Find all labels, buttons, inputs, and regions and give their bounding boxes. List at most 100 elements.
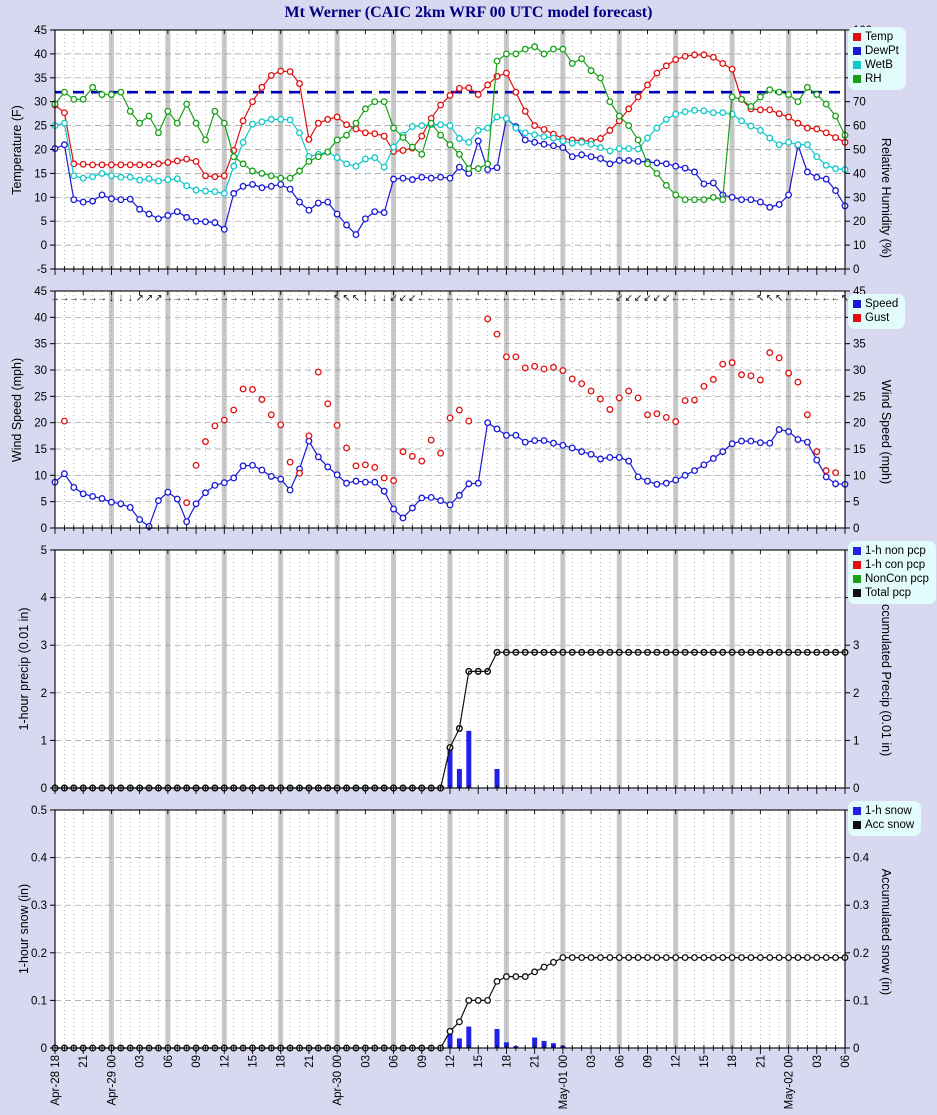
chart-title: Mt Werner (CAIC 2km WRF 00 UTC model for… — [284, 4, 653, 21]
svg-text:2: 2 — [41, 688, 47, 700]
legend-swatch — [853, 33, 861, 41]
legend-label: WetB — [865, 59, 893, 71]
legend-item: 1-h non pcp — [853, 544, 929, 558]
wind-arrow-icon: ← — [802, 293, 812, 304]
wind-arrow-icon: → — [257, 293, 267, 304]
axis-label-temperature: Temperature (F) — [10, 105, 24, 195]
wind-arrow-icon: → — [97, 293, 107, 304]
wind-arrow-icon: ← — [276, 293, 286, 304]
wind-arrow-icon: ↖ — [333, 293, 341, 304]
series-speed — [51, 419, 849, 530]
svg-text:50: 50 — [853, 145, 866, 157]
x-tick-label: 03 — [812, 1055, 824, 1068]
wind-arrow-icon: ↗ — [154, 293, 162, 304]
wind-arrow-icon: ↓ — [128, 293, 133, 304]
x-tick-label: May-02 00 — [784, 1055, 796, 1109]
wind-arrow-icon: ← — [605, 293, 615, 304]
svg-text:5: 5 — [41, 545, 47, 557]
svg-text:40: 40 — [34, 49, 47, 61]
svg-text:0: 0 — [853, 1043, 859, 1055]
x-tick-label: 03 — [360, 1055, 372, 1068]
wind-arrow-icon: ↙ — [643, 293, 651, 304]
wind-arrow-icon: ← — [304, 293, 314, 304]
svg-text:4: 4 — [41, 593, 48, 605]
x-tick-label: 06 — [163, 1055, 175, 1068]
svg-text:30: 30 — [853, 192, 866, 204]
wind-arrow-icon: ← — [727, 293, 737, 304]
svg-text:30: 30 — [853, 365, 866, 377]
wind-arrow-icon: ← — [539, 293, 549, 304]
wind-arrow-icon: ← — [530, 293, 540, 304]
wind-arrow-icon: ← — [586, 293, 596, 304]
svg-text:2: 2 — [853, 688, 859, 700]
svg-text:10: 10 — [853, 470, 866, 482]
wind-arrow-icon: ← — [445, 293, 455, 304]
svg-text:0: 0 — [41, 783, 47, 795]
wind-arrow-icon: ↓ — [372, 293, 377, 304]
series-temp — [51, 51, 849, 181]
wind-arrow-icon: ↓ — [382, 293, 387, 304]
wind-arrow-icon: ↓ — [118, 293, 123, 304]
svg-text:15: 15 — [853, 444, 866, 456]
legend-wind: Speed Gust — [848, 294, 906, 329]
axis-label-accum-snow: Accumulated snow (in) — [879, 868, 893, 996]
series-gust — [60, 315, 840, 507]
x-tick-label: 21 — [755, 1055, 767, 1068]
svg-text:0: 0 — [41, 1043, 47, 1055]
svg-text:0.1: 0.1 — [853, 995, 869, 1007]
svg-text:35: 35 — [34, 73, 47, 85]
svg-text:0.2: 0.2 — [31, 948, 47, 960]
legend-item: 1-h snow — [853, 804, 914, 818]
wind-arrow-icon: ← — [295, 293, 305, 304]
svg-text:45: 45 — [34, 286, 47, 298]
wind-arrow-icon: ← — [323, 293, 333, 304]
panel-precip: 012345012345 — [41, 545, 860, 795]
wind-arrow-icon: ← — [511, 293, 521, 304]
x-tick-label: 15 — [248, 1055, 260, 1068]
wind-arrow-icon: ← — [746, 293, 756, 304]
legend-item: Acc snow — [853, 818, 914, 832]
legend-label: 1-h snow — [865, 805, 912, 817]
wind-arrow-icon: → — [172, 293, 182, 304]
svg-text:0.4: 0.4 — [31, 853, 48, 865]
wind-arrow-icon: → — [163, 293, 173, 304]
legend-label: Gust — [865, 312, 890, 324]
legend-label: RH — [865, 73, 882, 85]
legend-swatch — [853, 47, 861, 55]
svg-text:5: 5 — [853, 497, 859, 509]
legend-item: WetB — [853, 58, 899, 72]
wind-arrow-icon: ← — [831, 293, 841, 304]
wind-arrow-icon: ← — [492, 293, 502, 304]
svg-text:10: 10 — [853, 240, 866, 252]
svg-text:-5: -5 — [37, 264, 47, 276]
wind-arrow-icon: → — [210, 293, 220, 304]
axis-label-relative-humidity: Relative Humidity (%) — [879, 137, 893, 259]
wind-arrow-icon: ← — [520, 293, 530, 304]
legend-swatch — [853, 561, 861, 569]
wind-arrow-icon: ↙ — [624, 293, 632, 304]
axis-label-snow-left: 1-hour snow (in) — [17, 883, 31, 975]
wind-arrow-icon: → — [266, 293, 276, 304]
x-tick-label: 09 — [643, 1055, 655, 1068]
x-tick-label: 12 — [671, 1055, 683, 1068]
wind-arrow-icon: ↗ — [145, 293, 153, 304]
wind-arrow-icon: ← — [784, 293, 794, 304]
svg-text:0: 0 — [41, 240, 47, 252]
wind-arrow-icon: → — [182, 293, 192, 304]
x-tick-label: 03 — [135, 1055, 147, 1068]
legend-swatch — [853, 75, 861, 83]
wind-arrow-icon: ↖ — [775, 293, 783, 304]
wind-arrow-icon: ← — [690, 293, 700, 304]
svg-text:25: 25 — [34, 121, 47, 133]
wind-arrow-icon: ← — [426, 293, 436, 304]
legend-swatch — [853, 547, 861, 555]
panel-temperature: -505101520253035404501020304050607080901… — [34, 25, 872, 276]
wind-arrow-icon: ← — [577, 293, 587, 304]
legend-label: 1-h non pcp — [865, 545, 926, 557]
svg-text:35: 35 — [853, 339, 866, 351]
wind-arrow-icon: ← — [680, 293, 690, 304]
wind-arrow-icon: ← — [718, 293, 728, 304]
axis-label-wind-speed-left: Wind Speed (mph) — [10, 357, 24, 463]
svg-text:35: 35 — [34, 339, 47, 351]
